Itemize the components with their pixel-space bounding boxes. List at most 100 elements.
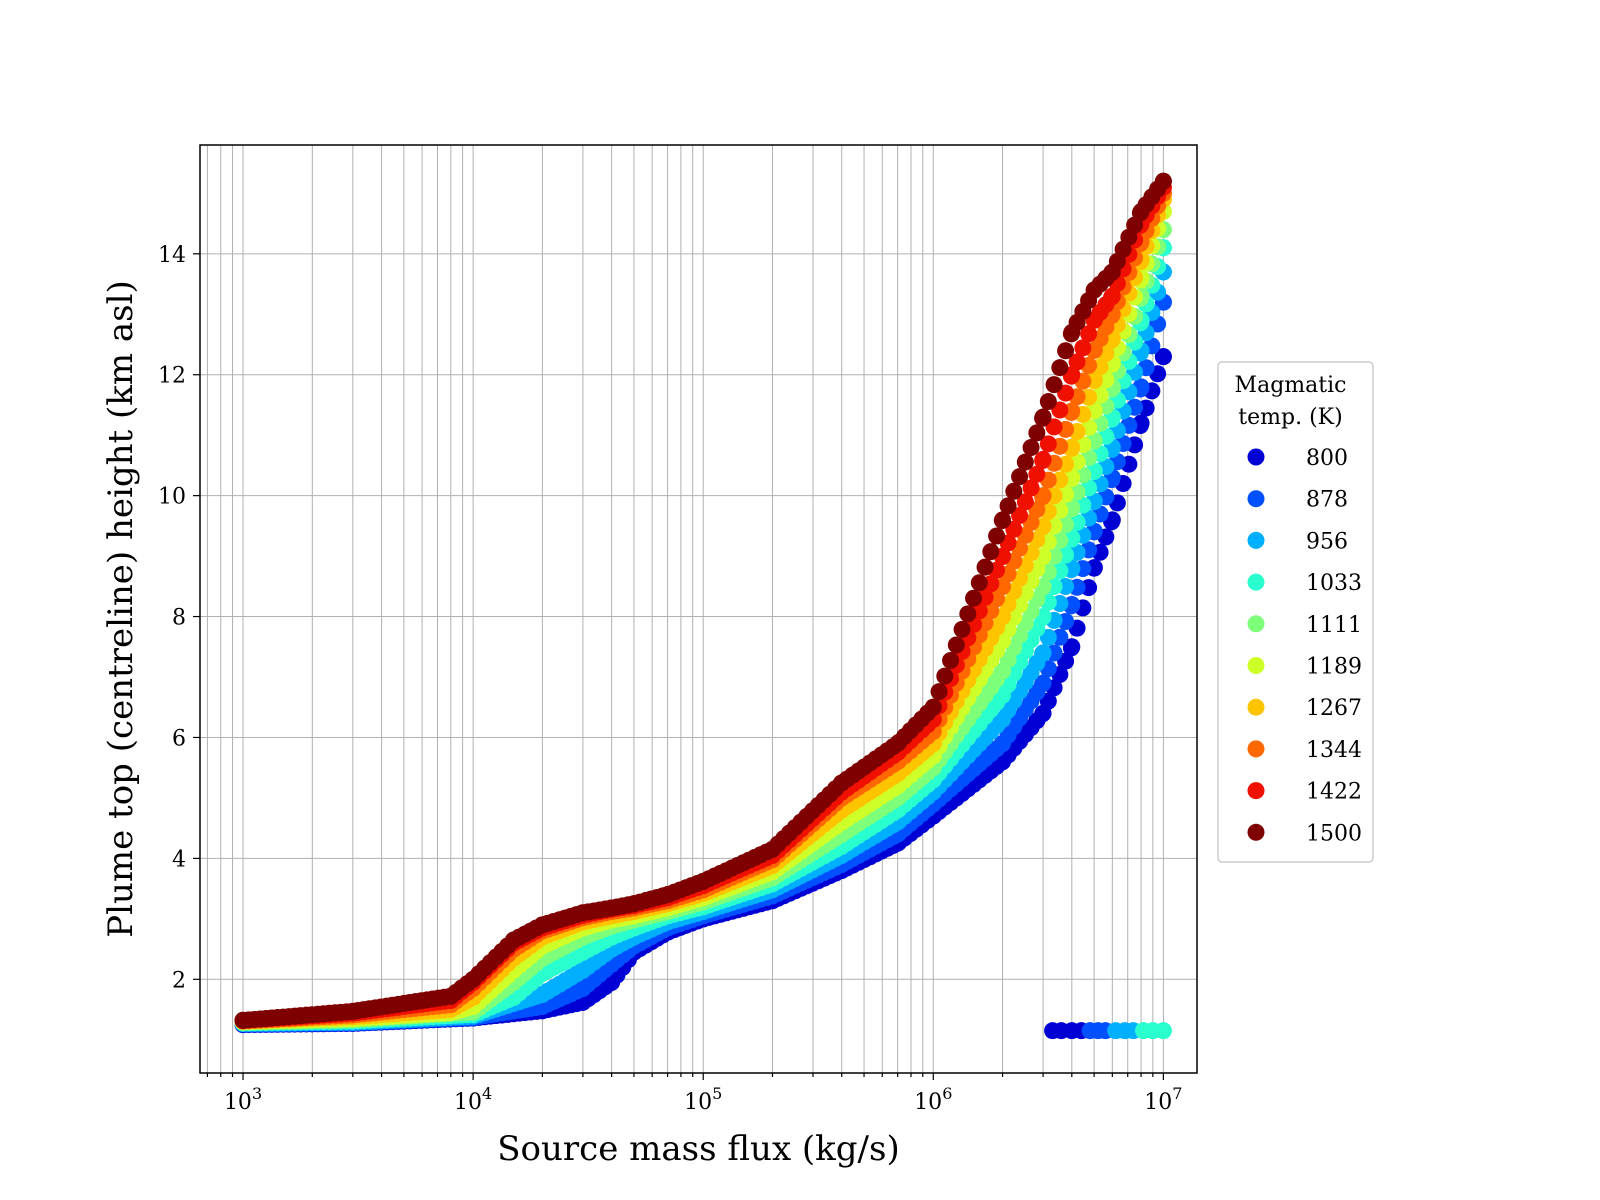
- data-point: [970, 574, 988, 592]
- data-point: [1034, 450, 1052, 468]
- series-1500: [234, 172, 1172, 1029]
- data-point: [1045, 376, 1063, 394]
- data-point: [442, 987, 460, 1005]
- x-tick-label: 107: [1144, 1084, 1182, 1115]
- data-point: [694, 872, 712, 890]
- legend-marker-1111: [1247, 615, 1265, 633]
- data-point: [1011, 506, 1029, 524]
- data-point: [936, 667, 954, 685]
- data-point: [1039, 435, 1057, 453]
- legend-marker-1033: [1247, 573, 1265, 591]
- data-point: [1051, 359, 1069, 377]
- data-point: [1154, 172, 1172, 190]
- data-point: [889, 735, 907, 753]
- legend-items: 800 878 956 1033 1111 1189 1267 1344 1422 1500: [1247, 446, 1362, 846]
- data-point: [994, 662, 1012, 680]
- y-axis-title: Plume top (centreline) height (km asl): [101, 280, 141, 938]
- data-point: [533, 985, 551, 1003]
- x-tick-label: 105: [684, 1084, 722, 1115]
- data-point: [1016, 453, 1034, 471]
- data-point: [994, 735, 1012, 753]
- legend-marker-956: [1247, 531, 1265, 549]
- data-point: [965, 589, 983, 607]
- legend-label-1422: 1422: [1306, 780, 1362, 805]
- data-point: [1034, 408, 1052, 426]
- data-point: [1005, 482, 1023, 500]
- data-point: [1103, 263, 1121, 281]
- data-point: [1022, 479, 1040, 497]
- data-point: [763, 840, 781, 858]
- legend-marker-1500: [1247, 823, 1265, 841]
- legend-marker-1344: [1247, 740, 1265, 758]
- x-tick-label: 104: [454, 1084, 492, 1115]
- data-point: [603, 899, 621, 917]
- legend-label-800: 800: [1306, 446, 1348, 471]
- data-point: [603, 973, 621, 991]
- y-tick-label: 14: [158, 243, 186, 268]
- data-point: [999, 497, 1017, 515]
- data-point: [464, 970, 482, 988]
- legend-label-1111: 1111: [1306, 613, 1362, 638]
- legend-title-line-1: Magmatic: [1235, 373, 1347, 398]
- data-point: [1080, 325, 1098, 343]
- data-point: [994, 710, 1012, 728]
- data-point: [924, 698, 942, 716]
- data-point: [574, 904, 592, 922]
- data-point: [930, 683, 948, 701]
- data-point: [1039, 393, 1057, 411]
- legend-title-line-2: temp. (K): [1238, 405, 1342, 430]
- plot-frame: [199, 144, 1198, 1074]
- legend-marker-1422: [1247, 782, 1265, 800]
- plot-points: [234, 172, 1172, 1040]
- data-point: [1074, 339, 1092, 357]
- data-point: [234, 1011, 252, 1029]
- y-tick-label: 6: [172, 726, 186, 751]
- x-axis-title: Source mass flux (kg/s): [497, 1129, 899, 1169]
- data-point: [994, 511, 1012, 529]
- data-point: [1016, 493, 1034, 511]
- y-tick-label: 2: [172, 968, 186, 993]
- y-tick-label: 8: [172, 606, 186, 631]
- data-point: [1022, 438, 1040, 456]
- legend-label-956: 956: [1306, 529, 1348, 554]
- data-point: [1034, 674, 1052, 692]
- data-point: [953, 620, 971, 638]
- data-point: [625, 895, 643, 913]
- y-tick-label: 4: [172, 847, 186, 872]
- data-point: [1063, 638, 1081, 656]
- legend-marker-1267: [1247, 698, 1265, 716]
- data-point: [1034, 704, 1052, 722]
- data-point: [1154, 348, 1172, 366]
- data-point: [574, 961, 592, 979]
- legend-label-1267: 1267: [1306, 696, 1362, 721]
- data-point: [1057, 342, 1075, 360]
- legend-label-878: 878: [1306, 488, 1348, 513]
- legend-marker-878: [1247, 490, 1265, 508]
- data-point: [1103, 287, 1121, 305]
- legend-label-1344: 1344: [1306, 738, 1362, 763]
- data-point: [1132, 203, 1150, 221]
- data-point: [1063, 323, 1081, 341]
- data-point: [505, 931, 523, 949]
- data-point: [833, 774, 851, 792]
- data-point: [533, 916, 551, 934]
- data-point: [942, 652, 960, 670]
- data-point: [1085, 281, 1103, 299]
- legend-box: [1217, 361, 1374, 863]
- data-point: [947, 636, 965, 654]
- legend-marker-1189: [1247, 657, 1265, 674]
- y-tick-label: 12: [158, 364, 186, 389]
- data-point: [1028, 465, 1046, 483]
- data-point: [1005, 520, 1023, 538]
- data-point: [1068, 353, 1086, 371]
- legend-label-1189: 1189: [1306, 655, 1362, 680]
- data-point: [344, 1002, 362, 1020]
- y-tick-label: 10: [158, 485, 186, 510]
- data-point: [574, 979, 592, 997]
- data-point: [982, 543, 1000, 561]
- legend-marker-800: [1247, 448, 1265, 466]
- x-tick-label: 106: [914, 1084, 952, 1115]
- data-point: [659, 886, 677, 904]
- data-point: [1011, 468, 1029, 486]
